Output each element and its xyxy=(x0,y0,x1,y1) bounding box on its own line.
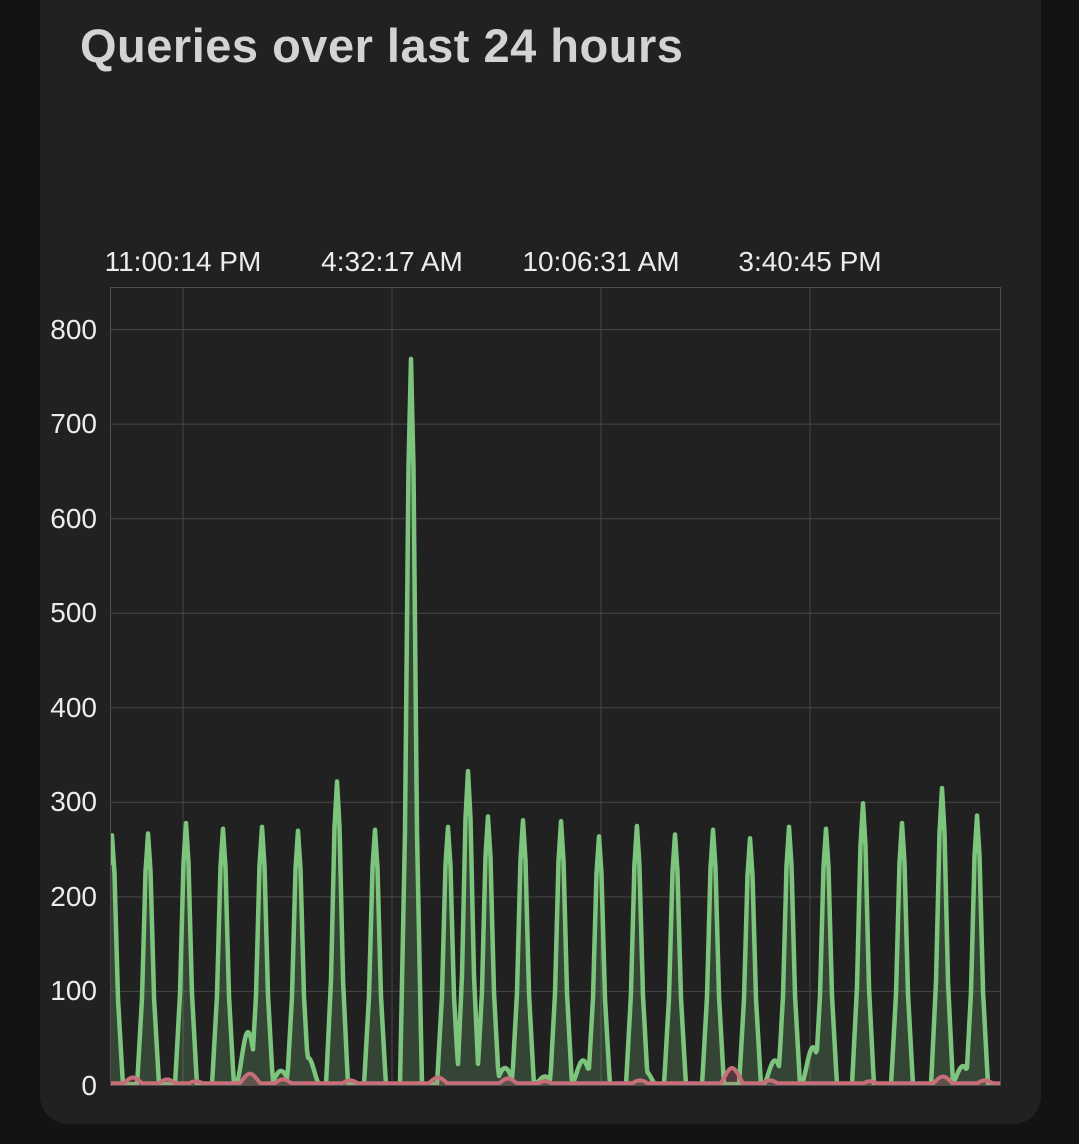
plot-border xyxy=(110,287,1001,1086)
y-tick-label: 500 xyxy=(50,597,97,629)
allowed-queries-line xyxy=(110,356,1001,1086)
x-tick-label: 10:06:31 AM xyxy=(522,246,680,277)
y-tick-label: 800 xyxy=(50,313,97,345)
card-title: Queries over last 24 hours xyxy=(80,19,684,72)
chart-plot[interactable] xyxy=(110,287,1001,1086)
x-tick-label: 4:32:17 AM xyxy=(321,246,463,277)
y-tick-label: 700 xyxy=(50,408,97,440)
y-tick-label: 600 xyxy=(50,502,97,534)
y-tick-label: 200 xyxy=(50,880,97,912)
y-tick-label: 100 xyxy=(50,975,97,1007)
y-tick-label: 0 xyxy=(81,1070,97,1101)
x-tick-label: 3:40:45 PM xyxy=(738,246,882,277)
y-tick-label: 300 xyxy=(50,786,97,818)
queries-card: Queries over last 24 hours 11:00:14 PM 4:… xyxy=(40,0,1041,1124)
y-tick-label: 400 xyxy=(50,691,97,723)
x-tick-label: 11:00:14 PM xyxy=(104,246,262,277)
blocked-queries-line xyxy=(110,1066,1001,1086)
queries-chart[interactable] xyxy=(110,287,1001,1086)
